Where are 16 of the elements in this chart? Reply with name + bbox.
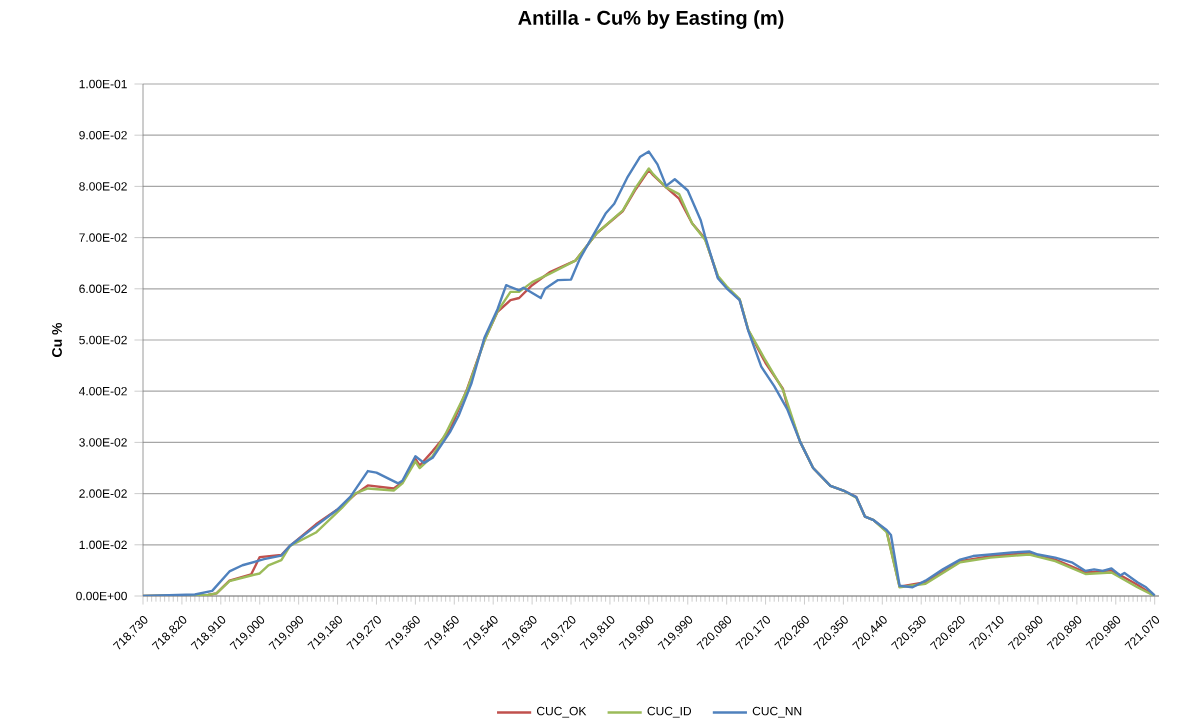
y-tick-label: 2.00E-02 (79, 489, 127, 498)
y-tick-label: 1.00E-01 (79, 79, 127, 89)
y-tick-label: 9.00E-02 (79, 130, 127, 140)
legend-label: CUC_OK (536, 706, 587, 718)
legend-label: CUC_NN (752, 706, 802, 718)
y-tick-label: 3.00E-02 (79, 438, 127, 447)
y-axis-title: Cu % (52, 322, 62, 357)
y-tick-label: 0.00E+00 (76, 591, 127, 601)
y-tick-label: 4.00E-02 (78, 386, 127, 396)
y-tick-label: 1.00E-02 (79, 540, 127, 550)
y-tick-label: 7.00E-02 (79, 233, 127, 242)
legend-label: CUC_ID (647, 706, 692, 718)
y-tick-label: 5.00E-02 (79, 335, 127, 345)
y-tick-label: 8.00E-02 (79, 182, 127, 191)
y-tick-label: 6.00E-02 (79, 284, 127, 294)
chart-title: Antilla - Cu% by Easting (m) (518, 10, 784, 29)
